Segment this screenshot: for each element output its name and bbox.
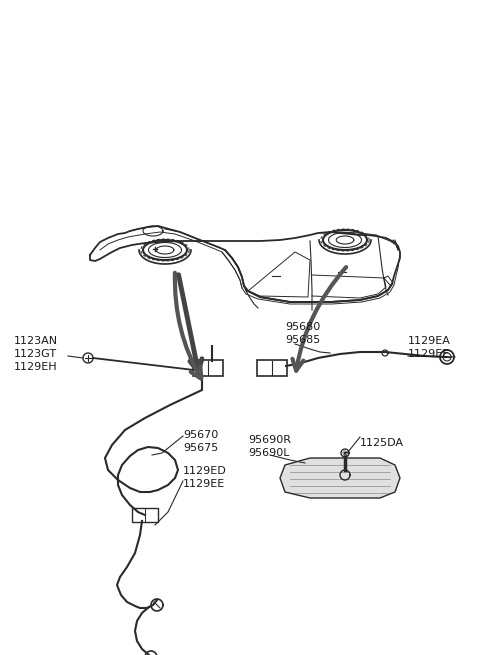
Text: 1129EE: 1129EE	[408, 349, 450, 359]
Text: 95670: 95670	[183, 430, 218, 440]
Text: 95680: 95680	[285, 322, 320, 332]
Text: 1125DA: 1125DA	[360, 438, 404, 448]
Text: 1129EE: 1129EE	[183, 479, 225, 489]
Text: 95690R: 95690R	[248, 435, 291, 445]
Polygon shape	[280, 458, 400, 498]
Text: 95675: 95675	[183, 443, 218, 453]
Text: 95690L: 95690L	[248, 448, 289, 458]
Text: 1123GT: 1123GT	[14, 349, 57, 359]
Text: 1123AN: 1123AN	[14, 336, 58, 346]
FancyBboxPatch shape	[257, 360, 287, 376]
Text: 1129EA: 1129EA	[408, 336, 451, 346]
Text: 1129ED: 1129ED	[183, 466, 227, 476]
Text: 95685: 95685	[285, 335, 320, 345]
Text: 1129EH: 1129EH	[14, 362, 58, 372]
FancyBboxPatch shape	[193, 360, 223, 376]
FancyBboxPatch shape	[132, 508, 158, 522]
